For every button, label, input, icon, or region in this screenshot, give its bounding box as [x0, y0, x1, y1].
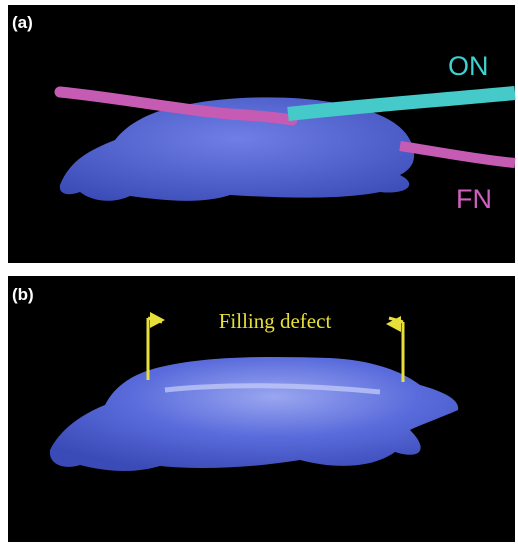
panel-label: (a): [12, 13, 33, 32]
annotation: FN: [456, 184, 492, 214]
annotation: ON: [448, 51, 489, 81]
figure: (a) ON FN (b) Filling defect: [0, 0, 518, 546]
panel-b: (b) Filling defect: [8, 276, 515, 542]
annotation: Filling defect: [219, 309, 332, 333]
panel-label: (b): [12, 285, 34, 304]
panel-a: (a) ON FN: [8, 5, 515, 263]
page: (a) ON FN (b) Filling defect (() => { co…: [0, 0, 518, 546]
